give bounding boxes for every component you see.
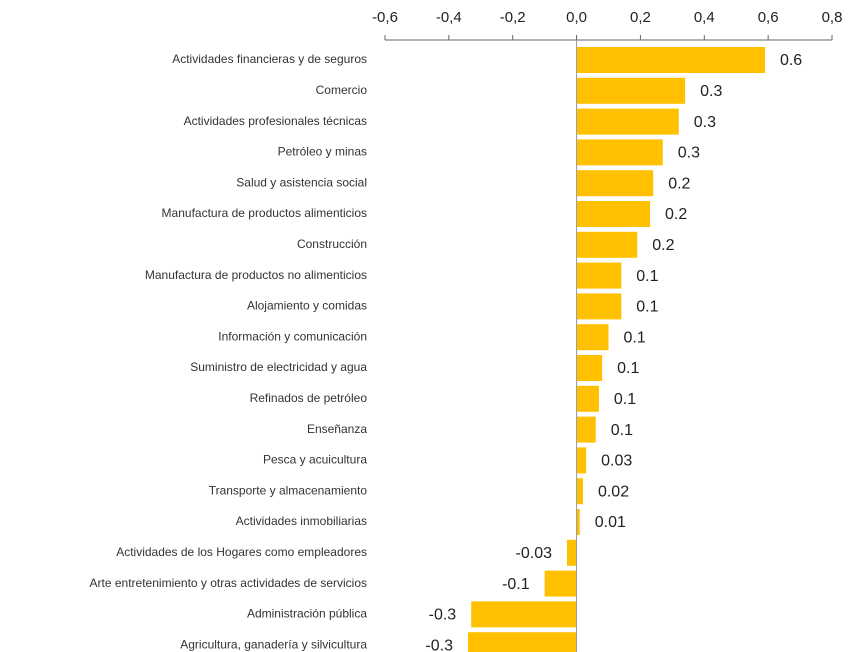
- bar: [544, 570, 577, 597]
- x-tick-label: 0,8: [822, 9, 843, 26]
- x-tick-label: 0,6: [758, 9, 779, 26]
- value-label: 0.1: [636, 299, 658, 316]
- bar: [576, 509, 580, 535]
- bar: [576, 139, 663, 166]
- category-label: Comercio: [316, 83, 368, 97]
- bar: [576, 355, 603, 381]
- bar: [576, 324, 609, 351]
- category-label: Manufactura de productos no alimenticios: [145, 268, 367, 282]
- category-label: Alojamiento y comidas: [247, 299, 367, 313]
- category-label: Salud y asistencia social: [236, 175, 367, 189]
- value-label: -0.3: [425, 637, 453, 652]
- category-label: Actividades financieras y de seguros: [172, 52, 367, 66]
- bar: [576, 170, 654, 197]
- x-tick-label: 0,4: [694, 9, 715, 26]
- value-label: 0.3: [700, 83, 722, 100]
- x-tick-label: 0,0: [566, 9, 587, 26]
- category-label: Refinados de petróleo: [250, 391, 368, 405]
- value-label: 0.01: [595, 514, 626, 531]
- category-label: Agricultura, ganadería y silvicultura: [180, 637, 367, 651]
- category-label: Suministro de electricidad y agua: [190, 360, 367, 374]
- bar: [576, 108, 679, 135]
- category-label: Enseñanza: [307, 422, 367, 436]
- x-tick-label: -0,2: [500, 9, 526, 26]
- value-label: 0.1: [611, 422, 633, 439]
- category-label: Construcción: [297, 237, 367, 251]
- category-label: Actividades inmobiliarias: [236, 514, 367, 528]
- category-label: Pesca y acuicultura: [263, 453, 367, 467]
- value-label: 0.3: [694, 114, 716, 131]
- value-label: 0.02: [598, 483, 629, 500]
- bar: [576, 447, 587, 474]
- value-label: -0.3: [429, 607, 457, 624]
- category-label: Información y comunicación: [218, 329, 367, 343]
- value-label: 0.1: [617, 360, 639, 377]
- category-label: Arte entretenimiento y otras actividades…: [90, 576, 367, 590]
- bar: [576, 77, 686, 104]
- value-label: -0.1: [502, 576, 530, 593]
- category-label: Actividades profesionales técnicas: [184, 114, 367, 128]
- value-label: 0.03: [601, 453, 632, 470]
- category-label: Administración pública: [247, 607, 367, 621]
- bar: [576, 385, 599, 412]
- bar: [576, 293, 622, 320]
- category-label: Manufactura de productos alimenticios: [162, 206, 367, 220]
- value-label: 0.2: [668, 175, 690, 192]
- value-label: 0.6: [780, 52, 802, 69]
- bar: [566, 539, 577, 566]
- x-tick-label: -0,4: [436, 9, 462, 26]
- bar: [576, 262, 622, 289]
- value-label: 0.2: [652, 237, 674, 254]
- value-label: -0.03: [516, 545, 553, 562]
- bar: [576, 47, 765, 73]
- bar: [468, 632, 577, 652]
- value-label: 0.1: [624, 329, 646, 346]
- value-label: 0.3: [678, 145, 700, 162]
- value-label: 0.2: [665, 206, 687, 223]
- x-tick-label: -0,6: [372, 9, 398, 26]
- bar: [576, 201, 651, 227]
- value-label: 0.1: [636, 268, 658, 285]
- category-label: Petróleo y minas: [278, 145, 367, 159]
- bar: [471, 601, 577, 628]
- x-tick-label: 0,2: [630, 9, 651, 26]
- bar: [576, 416, 596, 443]
- bar: [576, 231, 638, 258]
- category-label: Actividades de los Hogares como empleado…: [116, 545, 367, 559]
- category-label: Transporte y almacenamiento: [209, 483, 368, 497]
- bar: [576, 478, 583, 505]
- value-label: 0.1: [614, 391, 636, 408]
